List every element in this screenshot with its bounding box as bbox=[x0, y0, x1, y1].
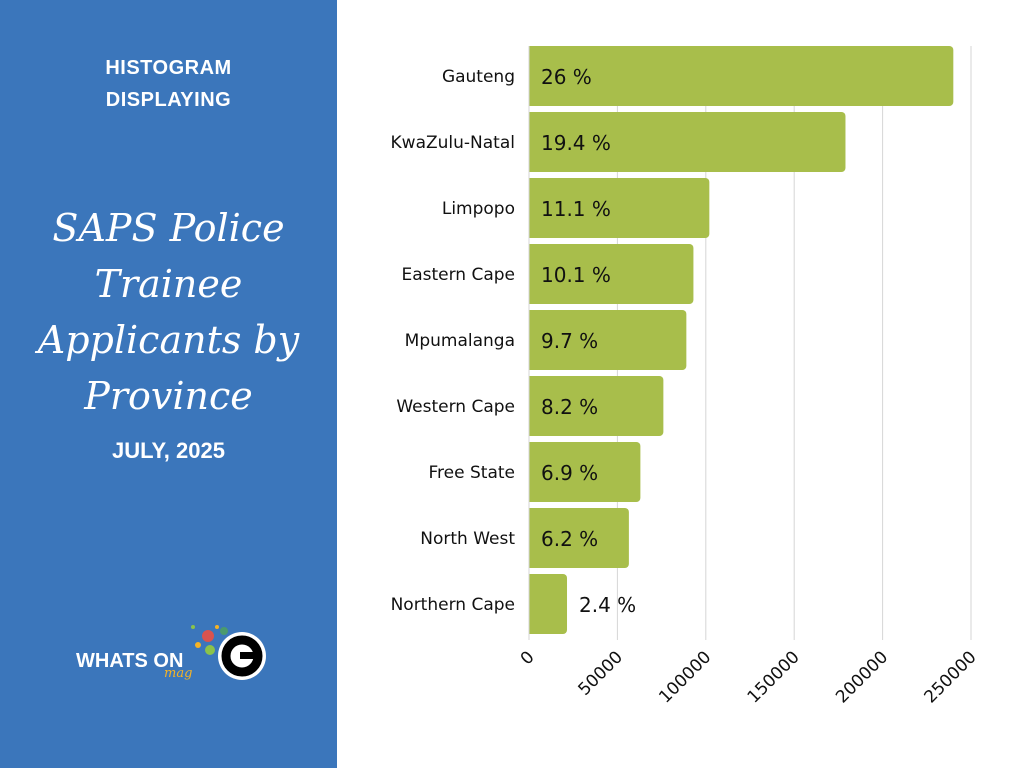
logo-text: WHATS ON bbox=[76, 650, 184, 672]
data-label: 6.2 % bbox=[541, 527, 598, 551]
sidebar-panel: HISTOGRAM DISPLAYING SAPS Police Trainee… bbox=[0, 0, 337, 768]
bar-western-cape bbox=[529, 376, 664, 436]
data-label: 9.7 % bbox=[541, 329, 598, 353]
subtitle-line-1: HISTOGRAM bbox=[105, 57, 232, 79]
data-label: 2.4 % bbox=[579, 593, 636, 617]
x-tick-label: 0 bbox=[517, 647, 539, 669]
whats-on-mag-logo: WHATS ON mag bbox=[76, 624, 276, 694]
x-tick-label: 150000 bbox=[744, 647, 804, 707]
data-label: 10.1 % bbox=[541, 263, 611, 287]
category-label: Mpumalanga bbox=[405, 331, 515, 351]
bar-limpopo bbox=[529, 178, 710, 238]
data-label: 26 % bbox=[541, 65, 592, 89]
data-label: 8.2 % bbox=[541, 395, 598, 419]
bar-kwazulu-natal bbox=[529, 112, 846, 172]
bar-eastern-cape bbox=[529, 244, 694, 304]
data-label: 11.1 % bbox=[541, 197, 611, 221]
category-label: Limpopo bbox=[442, 199, 515, 219]
category-label: Northern Cape bbox=[391, 595, 515, 615]
bar-northern-cape bbox=[529, 574, 568, 634]
category-label: KwaZulu-Natal bbox=[391, 133, 515, 153]
x-tick-label: 250000 bbox=[920, 647, 980, 707]
category-label: Eastern Cape bbox=[401, 265, 515, 285]
data-label: 6.9 % bbox=[541, 461, 598, 485]
x-tick-label: 100000 bbox=[655, 647, 715, 707]
x-tick-label: 200000 bbox=[832, 647, 892, 707]
category-label: North West bbox=[420, 529, 515, 549]
bar-gauteng bbox=[529, 46, 954, 106]
bar-north-west bbox=[529, 508, 629, 568]
category-label: Gauteng bbox=[442, 67, 515, 87]
category-label: Free State bbox=[429, 463, 515, 483]
bar-free-state bbox=[529, 442, 641, 502]
x-tick-label: 50000 bbox=[575, 647, 627, 699]
date-label: JULY, 2025 bbox=[112, 438, 225, 463]
bar-chart: 0 50000 100000 150000 200000 250000 Gauteng 26 … bbox=[391, 46, 981, 707]
subtitle-line-2: DISPLAYING bbox=[105, 89, 232, 111]
logo-mag-text: mag bbox=[164, 666, 193, 681]
page-title: SAPS Police Trainee Applicants by Provin… bbox=[37, 206, 300, 418]
bar-mpumalanga bbox=[529, 310, 687, 370]
data-label: 19.4 % bbox=[541, 131, 611, 155]
category-label: Western Cape bbox=[396, 397, 515, 417]
